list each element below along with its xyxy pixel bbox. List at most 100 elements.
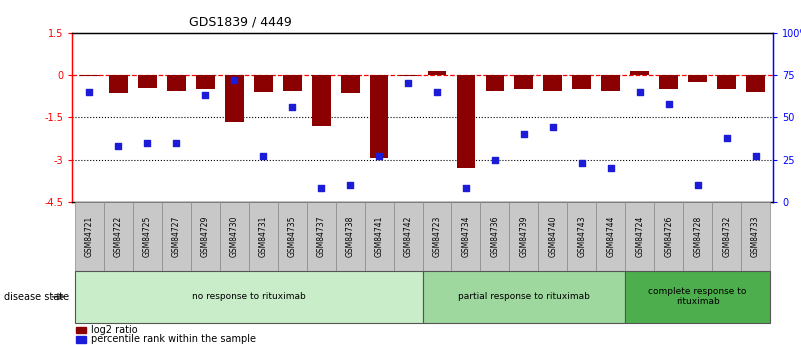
- Bar: [573, 75, 591, 89]
- Bar: [225, 75, 244, 121]
- Point: [372, 154, 385, 159]
- Bar: [254, 75, 272, 92]
- Text: GSM84738: GSM84738: [345, 216, 355, 257]
- Bar: [196, 75, 215, 89]
- Point: [634, 89, 646, 95]
- Text: GSM84725: GSM84725: [143, 216, 152, 257]
- Text: disease state: disease state: [4, 292, 69, 302]
- Bar: [514, 75, 533, 89]
- Bar: [162, 202, 191, 271]
- Bar: [393, 202, 423, 271]
- Text: GSM84735: GSM84735: [288, 216, 296, 257]
- Point: [575, 160, 588, 166]
- Bar: [336, 202, 364, 271]
- Bar: [683, 202, 712, 271]
- Point: [749, 154, 762, 159]
- Text: complete response to
rituximab: complete response to rituximab: [649, 287, 747, 306]
- Point: [286, 105, 299, 110]
- Bar: [75, 202, 104, 271]
- Text: GSM84732: GSM84732: [723, 216, 731, 257]
- Bar: [249, 202, 278, 271]
- Text: GSM84734: GSM84734: [461, 216, 470, 257]
- Bar: [428, 71, 446, 75]
- Bar: [219, 202, 249, 271]
- Point: [112, 143, 125, 149]
- Bar: [340, 75, 360, 93]
- Point: [546, 125, 559, 130]
- Text: GSM84722: GSM84722: [114, 216, 123, 257]
- Point: [83, 89, 96, 95]
- Text: percentile rank within the sample: percentile rank within the sample: [91, 335, 256, 344]
- Point: [199, 92, 211, 98]
- Text: log2 ratio: log2 ratio: [91, 325, 137, 335]
- Text: GSM84743: GSM84743: [578, 216, 586, 257]
- Point: [257, 154, 270, 159]
- Bar: [312, 75, 331, 126]
- Point: [141, 140, 154, 146]
- Bar: [104, 202, 133, 271]
- Text: GDS1839 / 4449: GDS1839 / 4449: [189, 16, 292, 29]
- Point: [227, 77, 240, 83]
- Bar: [717, 75, 736, 89]
- Bar: [659, 75, 678, 89]
- Bar: [741, 202, 770, 271]
- Text: no response to rituximab: no response to rituximab: [192, 292, 306, 301]
- Bar: [457, 75, 475, 168]
- Point: [315, 186, 328, 191]
- Text: GSM84740: GSM84740: [549, 216, 557, 257]
- Text: GSM84736: GSM84736: [490, 216, 500, 257]
- Text: GSM84723: GSM84723: [433, 216, 441, 257]
- Text: GSM84741: GSM84741: [375, 216, 384, 257]
- Bar: [423, 271, 626, 323]
- Bar: [80, 75, 99, 77]
- Bar: [452, 202, 481, 271]
- Bar: [283, 75, 302, 90]
- Text: GSM84721: GSM84721: [85, 216, 94, 257]
- Text: GSM84726: GSM84726: [664, 216, 673, 257]
- Bar: [626, 202, 654, 271]
- Bar: [712, 202, 741, 271]
- Bar: [485, 75, 505, 90]
- Bar: [307, 202, 336, 271]
- Bar: [191, 202, 219, 271]
- Bar: [538, 202, 567, 271]
- Bar: [399, 75, 417, 77]
- Point: [662, 101, 675, 107]
- Bar: [167, 75, 186, 90]
- Bar: [138, 75, 157, 88]
- Point: [720, 135, 733, 140]
- Bar: [596, 202, 626, 271]
- Point: [431, 89, 444, 95]
- Bar: [481, 202, 509, 271]
- Bar: [626, 271, 770, 323]
- Text: GSM84733: GSM84733: [751, 216, 760, 257]
- Text: GSM84737: GSM84737: [316, 216, 326, 257]
- Bar: [423, 202, 452, 271]
- Bar: [688, 75, 707, 82]
- Text: GSM84744: GSM84744: [606, 216, 615, 257]
- Point: [401, 81, 414, 86]
- Text: GSM84728: GSM84728: [693, 216, 702, 257]
- Bar: [747, 75, 765, 92]
- Point: [460, 186, 473, 191]
- Bar: [543, 75, 562, 90]
- Bar: [75, 271, 422, 323]
- Bar: [364, 202, 393, 271]
- Bar: [76, 327, 86, 333]
- Text: GSM84727: GSM84727: [172, 216, 181, 257]
- Text: GSM84729: GSM84729: [201, 216, 210, 257]
- Bar: [509, 202, 538, 271]
- Point: [489, 157, 501, 162]
- Bar: [654, 202, 683, 271]
- Bar: [602, 75, 620, 90]
- Text: GSM84739: GSM84739: [519, 216, 529, 257]
- Text: GSM84742: GSM84742: [404, 216, 413, 257]
- Point: [517, 131, 530, 137]
- Bar: [567, 202, 596, 271]
- Point: [344, 182, 356, 188]
- Bar: [630, 71, 649, 75]
- Point: [605, 165, 618, 171]
- Text: GSM84731: GSM84731: [259, 216, 268, 257]
- Text: partial response to rituximab: partial response to rituximab: [458, 292, 590, 301]
- Bar: [76, 336, 86, 343]
